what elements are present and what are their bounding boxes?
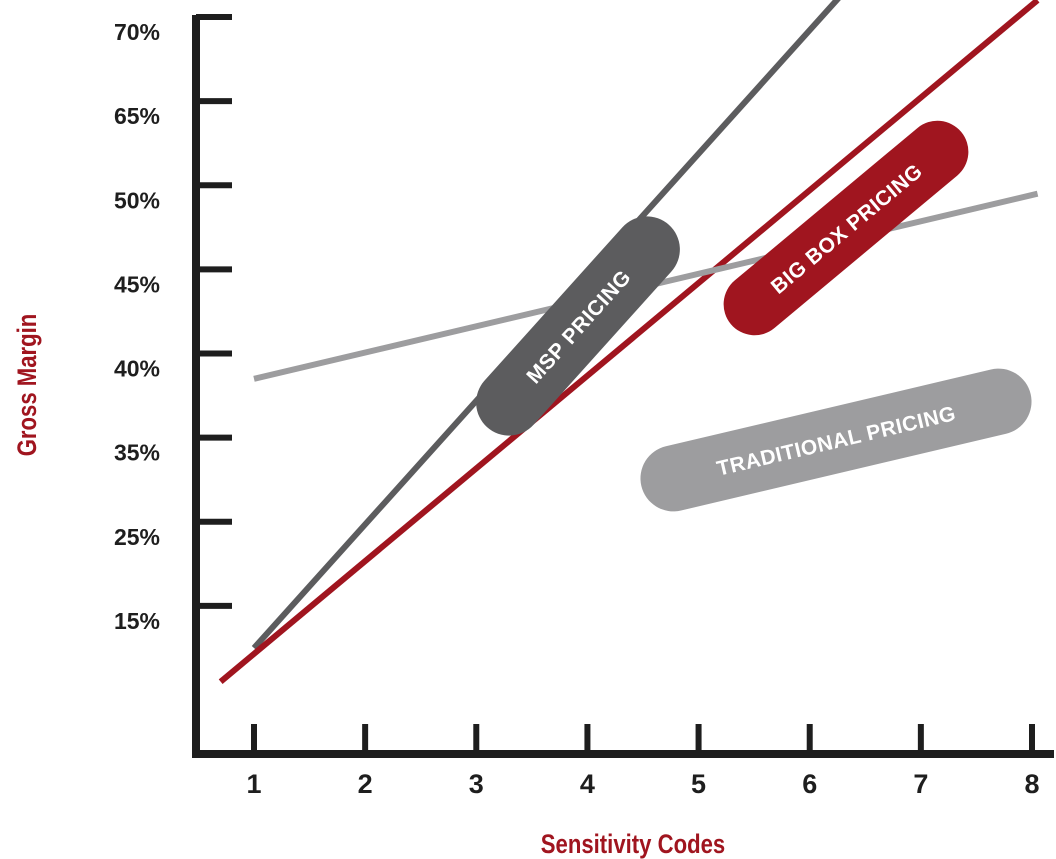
x-tick-label: 3 (469, 769, 484, 799)
series-lines (218, 0, 1040, 684)
x-axis-title: Sensitivity Codes (541, 830, 725, 859)
y-axis-title: Gross Margin (13, 314, 43, 457)
x-tick-label: 1 (246, 769, 261, 799)
y-tick-label: 25% (114, 524, 160, 550)
x-tick-label: 2 (358, 769, 373, 799)
x-tick-label: 5 (691, 769, 706, 799)
y-ticks: 70% 65% 50% 45% 40% 35% 25% 15% (114, 14, 232, 634)
series-pill: TRADITIONAL PRICING (640, 368, 1032, 512)
series-pill-bg (476, 216, 680, 436)
y-tick-label: 70% (114, 19, 160, 45)
series-pill-bg (723, 120, 969, 336)
x-ticks: 1 2 3 4 5 6 7 8 (246, 724, 1040, 799)
y-tick-label: 45% (114, 271, 160, 297)
x-tick-label: 6 (802, 769, 817, 799)
x-tick-label: 7 (913, 769, 928, 799)
y-tick-label: 65% (114, 103, 160, 129)
y-tick-label: 15% (114, 608, 160, 634)
series-pill-bg (640, 368, 1032, 512)
y-tick-label: 35% (114, 440, 160, 466)
series-pill-label: BIG BOX PRICING (767, 160, 927, 299)
series-line (218, 0, 1040, 684)
series-pill: BIG BOX PRICING (723, 120, 969, 336)
y-tick-label: 50% (114, 187, 160, 213)
x-tick-label: 8 (1024, 769, 1039, 799)
y-tick-label: 40% (114, 356, 160, 382)
x-tick-label: 4 (580, 769, 595, 799)
series-pill: MSP PRICING (476, 216, 680, 436)
series-pills: MSP PRICING BIG BOX PRICING TRADITIONAL PR… (476, 120, 1032, 512)
axes (192, 15, 1054, 758)
